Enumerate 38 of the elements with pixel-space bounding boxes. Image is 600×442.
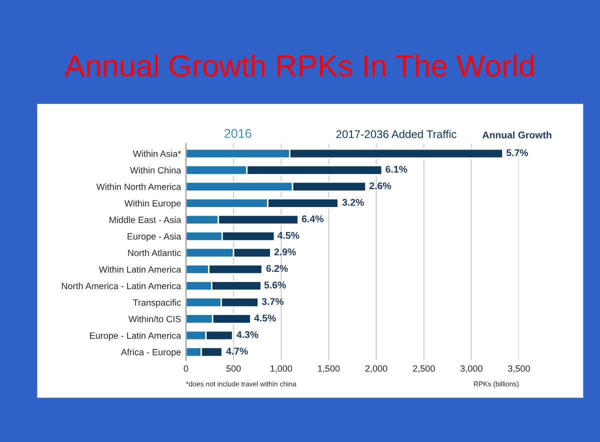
x-tick-label: 1,500 — [318, 365, 340, 373]
x-tick-label: 3,500 — [508, 365, 530, 373]
y-tick-label: Within Asia* — [133, 150, 181, 157]
y-tick-label: Middle East - Asia — [110, 216, 182, 224]
x-tick-label: 3,000 — [460, 365, 482, 373]
chart-title: Annual Growth RPKs In The World — [64, 54, 534, 77]
annotation: 4.7% — [226, 348, 248, 355]
annotation: 3.7% — [262, 298, 284, 305]
annotation: 5.6% — [264, 282, 286, 288]
annotation: 2.9% — [274, 248, 296, 256]
series-label: 2017-2036 Added Traffic — [336, 130, 456, 138]
annotation: 5.7% — [506, 149, 528, 156]
annotation: 6.1% — [386, 166, 408, 173]
y-tick-label: Within North America — [96, 183, 182, 190]
y-tick-label: Europe - Asia — [128, 232, 182, 242]
x-tick-label: 0 — [184, 365, 188, 372]
x-tick-label: 2,000 — [365, 365, 388, 373]
annotation: 4.3% — [236, 331, 258, 338]
text: Annual Growth — [482, 131, 552, 138]
y-tick-label: Within Europe — [124, 200, 181, 208]
y-tick-label: Transpacific — [133, 299, 181, 308]
x-tick-label: 1,000 — [270, 365, 292, 373]
y-tick-label: North America - Latin America — [62, 282, 182, 290]
series-label: 2016 — [224, 129, 252, 138]
x-tick-label: 2,500 — [413, 365, 435, 373]
y-tick-label: Within/to CIS — [128, 316, 181, 322]
annotation: 6.2% — [266, 265, 288, 272]
annotation: 4.5% — [254, 314, 276, 322]
annotation: 2.6% — [369, 182, 392, 190]
annotation: 3.2% — [342, 198, 364, 206]
annotation: 4.5% — [277, 232, 300, 239]
y-tick-label: Within China — [130, 166, 182, 174]
y-tick-label: Within Latin America — [98, 266, 182, 273]
x-tick-label: 500 — [226, 365, 241, 372]
annotation: 6.4% — [302, 215, 324, 222]
y-tick-label: North Atlantic — [128, 249, 181, 256]
y-tick-label: Africa - Europe — [120, 348, 181, 358]
y-tick-label: Europe - Latin America — [90, 332, 182, 341]
